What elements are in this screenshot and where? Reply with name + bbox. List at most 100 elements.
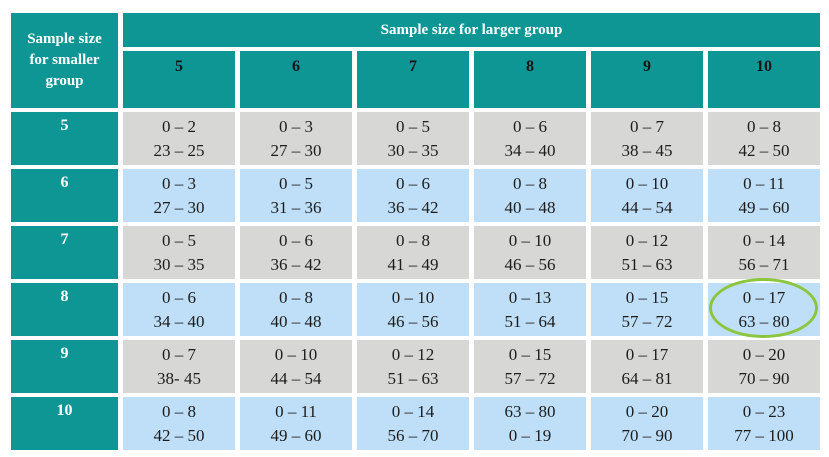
cell-line-bottom: 34 – 40 xyxy=(153,311,205,331)
value-cell: 0 – 20 70 – 90 xyxy=(591,397,703,450)
cell-line-top: 0 – 6 xyxy=(513,116,547,136)
cell-line-bottom: 36 – 42 xyxy=(387,197,439,217)
cell-line-bottom: 30 – 35 xyxy=(153,254,205,274)
column-header-5: 5 xyxy=(123,51,235,108)
cell-line-top: 0 – 2 xyxy=(162,116,196,136)
cell-line-bottom: 23 – 25 xyxy=(153,140,205,160)
value-cell: 0 – 5 30 – 35 xyxy=(357,112,469,165)
value-cell: 0 – 5 30 – 35 xyxy=(123,226,235,279)
cell-line-bottom: 57 – 72 xyxy=(621,311,673,331)
cell-line-bottom: 49 – 60 xyxy=(738,197,790,217)
value-cell: 0 – 3 27 – 30 xyxy=(240,112,352,165)
table-row: 9 0 – 7 38- 45 0 – 10 44 – 54 0 – 12 51 – 6… xyxy=(11,340,820,393)
cell-line-top: 0 – 5 xyxy=(279,173,313,193)
column-header-10: 10 xyxy=(708,51,820,108)
value-cell: 0 – 8 42 – 50 xyxy=(708,112,820,165)
value-cell: 0 – 13 51 – 64 xyxy=(474,283,586,336)
cell-line-top: 0 – 6 xyxy=(396,173,430,193)
cell-line-bottom: 42 – 50 xyxy=(153,425,205,445)
cell-line-bottom: 44 – 54 xyxy=(621,197,673,217)
cell-line-top: 0 – 8 xyxy=(747,116,781,136)
cell-line-top: 0 – 7 xyxy=(630,116,664,136)
cell-line-top: 0 – 10 xyxy=(508,230,552,250)
cell-line-top: 0 – 10 xyxy=(391,287,435,307)
table-row: 5 0 – 2 23 – 25 0 – 3 27 – 30 0 – 5 30 – 35… xyxy=(11,112,820,165)
value-cell: 0 – 12 51 – 63 xyxy=(591,226,703,279)
cell-line-top: 0 – 7 xyxy=(162,344,196,364)
cell-line-top: 0 – 20 xyxy=(625,401,669,421)
cell-line-bottom: 70 – 90 xyxy=(738,368,790,388)
cell-line-bottom: 49 – 60 xyxy=(270,425,322,445)
value-cell: 0 – 6 36 – 42 xyxy=(357,169,469,222)
header-row-columns: 5 6 7 8 9 10 xyxy=(11,51,820,108)
value-cell: 0 – 10 44 – 54 xyxy=(240,340,352,393)
cell-line-top: 0 – 12 xyxy=(625,230,669,250)
cell-line-top: 0 – 10 xyxy=(274,344,318,364)
cell-line-top: 0 – 12 xyxy=(391,344,435,364)
value-cell: 0 – 12 51 – 63 xyxy=(357,340,469,393)
cell-line-bottom: 30 – 35 xyxy=(387,140,439,160)
cell-line-top: 0 – 8 xyxy=(279,287,313,307)
cell-line-top: 0 – 6 xyxy=(279,230,313,250)
cell-line-top: 0 – 15 xyxy=(508,344,552,364)
cell-line-bottom: 40 – 48 xyxy=(270,311,322,331)
value-cell: 0 – 11 49 – 60 xyxy=(240,397,352,450)
table-row: 6 0 – 3 27 – 30 0 – 5 31 – 36 0 – 6 36 – 42… xyxy=(11,169,820,222)
cell-line-top: 0 – 10 xyxy=(625,173,669,193)
cell-line-top: 0 – 3 xyxy=(279,116,313,136)
value-cell: 0 – 6 34 – 40 xyxy=(123,283,235,336)
cell-line-top: 0 – 5 xyxy=(162,230,196,250)
cell-line-bottom: 46 – 56 xyxy=(504,254,556,274)
value-cell: 0 – 14 56 – 71 xyxy=(708,226,820,279)
highlight-ellipse xyxy=(709,278,818,338)
cell-line-bottom: 42 – 50 xyxy=(738,140,790,160)
value-cell: 0 – 15 57 – 72 xyxy=(591,283,703,336)
cell-line-bottom: 38 – 45 xyxy=(621,140,673,160)
cell-line-top: 0 – 11 xyxy=(743,173,785,193)
value-cell: 0 – 7 38- 45 xyxy=(123,340,235,393)
cell-line-top: 0 – 11 xyxy=(275,401,317,421)
cell-line-bottom: 0 – 19 xyxy=(508,425,552,445)
cell-line-top: 63 – 80 xyxy=(504,401,556,421)
cell-line-bottom: 38- 45 xyxy=(157,368,201,388)
row-header-8: 8 xyxy=(11,283,118,336)
cell-line-bottom: 46 – 56 xyxy=(387,311,439,331)
cell-line-bottom: 77 – 100 xyxy=(734,425,794,445)
value-cell: 0 – 10 46 – 56 xyxy=(357,283,469,336)
critical-values-table: Sample size for smaller group Sample siz… xyxy=(6,9,825,454)
value-cell: 0 – 15 57 – 72 xyxy=(474,340,586,393)
cell-line-top: 0 – 17 xyxy=(625,344,669,364)
cell-line-top: 0 – 5 xyxy=(396,116,430,136)
value-cell: 0 – 23 77 – 100 xyxy=(708,397,820,450)
value-cell: 0 – 6 34 – 40 xyxy=(474,112,586,165)
value-cell: 0 – 11 49 – 60 xyxy=(708,169,820,222)
cell-line-bottom: 31 – 36 xyxy=(270,197,322,217)
row-header-9: 9 xyxy=(11,340,118,393)
cell-line-bottom: 51 – 63 xyxy=(621,254,673,274)
cell-line-bottom: 70 – 90 xyxy=(621,425,673,445)
value-cell: 0 – 14 56 – 70 xyxy=(357,397,469,450)
value-cell: 0 – 20 70 – 90 xyxy=(708,340,820,393)
cell-line-top: 0 – 8 xyxy=(396,230,430,250)
cell-line-top: 0 – 20 xyxy=(742,344,786,364)
header-row-group: Sample size for smaller group Sample siz… xyxy=(11,13,820,108)
table-row: 7 0 – 5 30 – 35 0 – 6 36 – 42 0 – 8 41 – 49… xyxy=(11,226,820,279)
column-header-6: 6 xyxy=(240,51,352,108)
value-cell: 0 – 10 46 – 56 xyxy=(474,226,586,279)
value-cell: 0 – 8 41 – 49 xyxy=(357,226,469,279)
cell-line-top: 0 – 15 xyxy=(625,287,669,307)
value-cell: 0 – 17 64 – 81 xyxy=(591,340,703,393)
cell-line-bottom: 51 – 64 xyxy=(504,311,556,331)
row-header-6: 6 xyxy=(11,169,118,222)
cell-line-bottom: 27 – 30 xyxy=(153,197,205,217)
cell-line-bottom: 56 – 71 xyxy=(738,254,790,274)
cell-line-bottom: 27 – 30 xyxy=(270,140,322,160)
cell-line-bottom: 51 – 63 xyxy=(387,368,439,388)
value-cell: 0 – 8 40 – 48 xyxy=(240,283,352,336)
cell-line-top: 0 – 14 xyxy=(742,230,786,250)
row-header-5: 5 xyxy=(11,112,118,165)
cell-line-top: 0 – 8 xyxy=(162,401,196,421)
cell-line-top: 0 – 6 xyxy=(162,287,196,307)
table-row: 8 0 – 6 34 – 40 0 – 8 40 – 48 0 – 10 46 – 5… xyxy=(11,278,820,338)
column-header-8: 8 xyxy=(474,51,586,108)
